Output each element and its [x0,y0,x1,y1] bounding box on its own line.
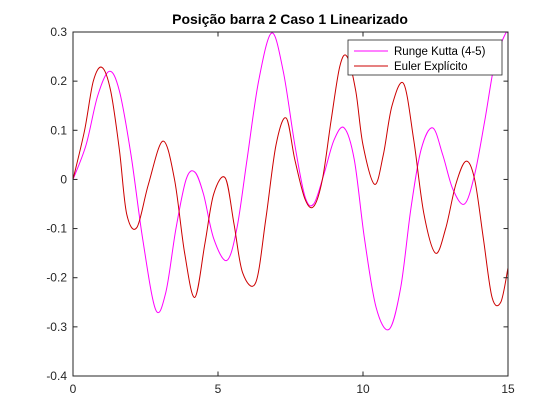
y-tick-label: -0.3 [46,320,67,334]
x-tick-label: 0 [70,382,77,396]
ticks-layer: 0 5 10 15 -0.4 -0.3 -0.2 -0.1 0 0.1 0.2 0.3 [46,25,515,396]
y-tick-label: -0.4 [46,369,67,383]
legend-label-2: Euler Explícito [394,61,468,73]
chart-title: Posição barra 2 Caso 1 Linearizado [172,11,408,27]
axes-box [72,31,509,377]
y-tick-label: 0 [60,172,67,186]
series-layer [73,32,508,331]
series-line-2 [73,54,508,307]
y-tick-label: 0.2 [50,74,67,88]
series-line-1 [73,32,508,331]
y-tick-label: -0.1 [46,222,67,236]
x-tick-label: 10 [356,382,370,396]
y-tick-label: 0.3 [50,25,67,39]
legend-label-1: Runge Kutta (4-5) [394,46,486,58]
x-tick-label: 5 [215,382,222,396]
y-tick-label: -0.2 [46,271,67,285]
legend-box [347,39,503,76]
axes-background [73,32,508,376]
x-tick-label: 15 [501,382,515,396]
y-tick-label: 0.1 [50,123,67,137]
legend: Runge Kutta (4-5) Euler Explícito [347,39,503,76]
